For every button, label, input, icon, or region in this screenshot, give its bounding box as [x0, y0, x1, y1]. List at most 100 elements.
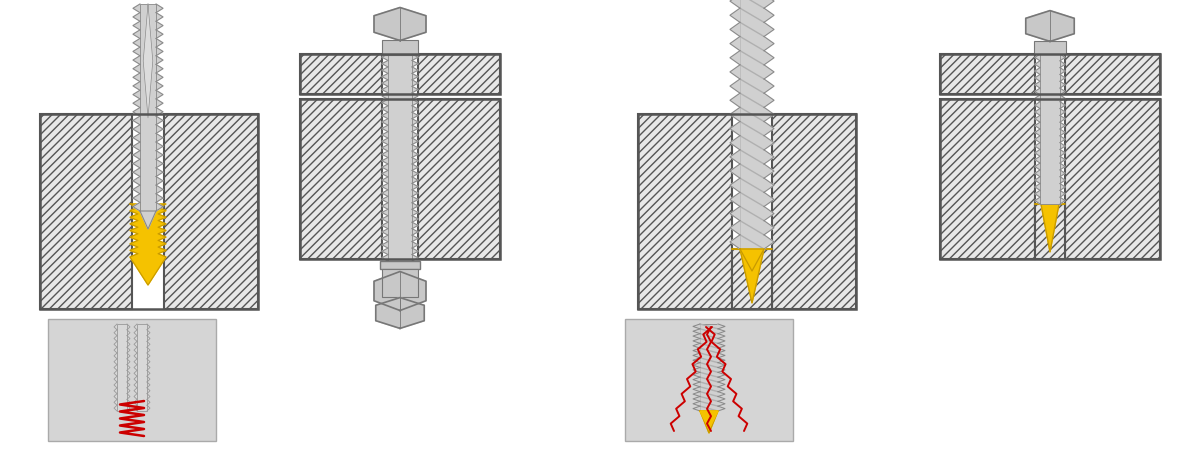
- Polygon shape: [412, 120, 418, 126]
- Polygon shape: [382, 190, 388, 197]
- Polygon shape: [718, 353, 725, 358]
- Bar: [638, 115, 732, 309]
- Polygon shape: [412, 242, 418, 249]
- Bar: [48, 319, 216, 441]
- Polygon shape: [412, 74, 418, 81]
- Polygon shape: [1060, 89, 1066, 96]
- Polygon shape: [127, 342, 130, 347]
- Polygon shape: [133, 134, 140, 143]
- Bar: [418, 100, 500, 259]
- Polygon shape: [1060, 102, 1066, 109]
- Polygon shape: [700, 411, 718, 429]
- Polygon shape: [718, 358, 725, 363]
- Polygon shape: [133, 48, 140, 57]
- Polygon shape: [374, 9, 426, 41]
- Bar: [418, 55, 500, 95]
- Polygon shape: [1034, 150, 1040, 157]
- Polygon shape: [730, 207, 740, 221]
- Polygon shape: [156, 125, 163, 134]
- Polygon shape: [148, 324, 150, 330]
- Polygon shape: [156, 143, 163, 151]
- Polygon shape: [1034, 116, 1040, 123]
- Polygon shape: [148, 405, 150, 411]
- Polygon shape: [133, 57, 140, 65]
- Polygon shape: [382, 184, 388, 190]
- Polygon shape: [694, 334, 700, 339]
- Polygon shape: [382, 68, 388, 74]
- Polygon shape: [114, 371, 118, 377]
- Polygon shape: [730, 23, 740, 37]
- Polygon shape: [412, 197, 418, 203]
- Polygon shape: [382, 152, 388, 158]
- Polygon shape: [730, 37, 740, 51]
- Polygon shape: [130, 205, 166, 285]
- Polygon shape: [764, 23, 774, 37]
- Bar: [740, 0, 764, 249]
- Polygon shape: [718, 401, 725, 406]
- Polygon shape: [133, 74, 140, 83]
- Polygon shape: [133, 108, 140, 117]
- Polygon shape: [156, 5, 163, 14]
- Polygon shape: [694, 348, 700, 353]
- Polygon shape: [133, 117, 140, 125]
- Bar: [1034, 205, 1066, 259]
- Polygon shape: [127, 336, 130, 342]
- Polygon shape: [718, 373, 725, 377]
- Polygon shape: [718, 339, 725, 344]
- Polygon shape: [156, 169, 163, 177]
- Polygon shape: [382, 132, 388, 139]
- Polygon shape: [134, 377, 137, 382]
- Polygon shape: [1034, 69, 1040, 75]
- Polygon shape: [1034, 89, 1040, 96]
- Polygon shape: [133, 143, 140, 151]
- Polygon shape: [764, 235, 774, 249]
- Polygon shape: [382, 203, 388, 210]
- Polygon shape: [156, 177, 163, 186]
- Polygon shape: [127, 405, 130, 411]
- Polygon shape: [133, 125, 140, 134]
- Polygon shape: [1026, 12, 1074, 42]
- Polygon shape: [764, 66, 774, 80]
- Polygon shape: [382, 178, 388, 184]
- Polygon shape: [730, 9, 740, 23]
- Polygon shape: [156, 117, 163, 125]
- Polygon shape: [1034, 96, 1040, 102]
- Polygon shape: [1034, 198, 1040, 205]
- Polygon shape: [1060, 184, 1066, 191]
- Polygon shape: [1034, 177, 1040, 184]
- Polygon shape: [156, 203, 163, 212]
- Polygon shape: [1034, 102, 1040, 109]
- Polygon shape: [382, 216, 388, 223]
- Polygon shape: [134, 342, 137, 347]
- Polygon shape: [134, 405, 137, 411]
- Bar: [1066, 55, 1160, 95]
- Polygon shape: [412, 190, 418, 197]
- Polygon shape: [764, 108, 774, 122]
- Polygon shape: [1060, 177, 1066, 184]
- Polygon shape: [412, 106, 418, 113]
- Polygon shape: [764, 151, 774, 165]
- Polygon shape: [127, 400, 130, 405]
- Polygon shape: [1060, 116, 1066, 123]
- Polygon shape: [1060, 164, 1066, 170]
- Polygon shape: [1060, 96, 1066, 102]
- Polygon shape: [133, 65, 140, 74]
- Polygon shape: [412, 132, 418, 139]
- Polygon shape: [1060, 143, 1066, 150]
- Polygon shape: [133, 177, 140, 186]
- Polygon shape: [133, 5, 140, 14]
- Polygon shape: [114, 347, 118, 353]
- Polygon shape: [412, 184, 418, 190]
- Polygon shape: [382, 145, 388, 152]
- Polygon shape: [114, 353, 118, 359]
- Bar: [940, 55, 1034, 95]
- Polygon shape: [134, 382, 137, 388]
- Polygon shape: [133, 14, 140, 22]
- Polygon shape: [156, 22, 163, 31]
- Polygon shape: [156, 48, 163, 57]
- Bar: [625, 319, 793, 441]
- Polygon shape: [700, 411, 718, 433]
- Polygon shape: [143, 5, 152, 119]
- Polygon shape: [114, 365, 118, 371]
- Polygon shape: [412, 165, 418, 171]
